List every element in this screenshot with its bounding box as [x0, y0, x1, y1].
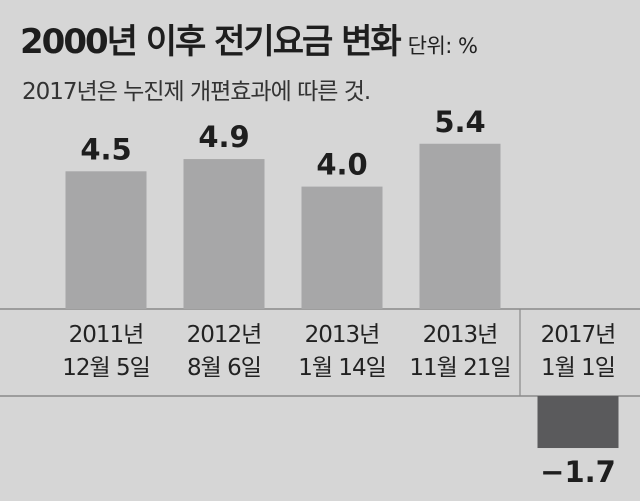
- bar-3: [301, 186, 383, 309]
- category-label-2-line-1: 2012년: [187, 322, 262, 348]
- category-label-5-line-2: 1월 1일: [541, 355, 615, 381]
- bar-2: [183, 159, 265, 309]
- category-label-4-line-2: 11월 21일: [409, 355, 510, 381]
- category-label-1-line-1: 2011년: [69, 322, 144, 348]
- value-label-3: 4.0: [316, 148, 367, 182]
- bar-5: [537, 396, 619, 449]
- bar-1: [65, 171, 147, 309]
- title-row: 2000년 이후 전기요금 변화 단위: %: [20, 14, 478, 63]
- category-label-2-line-2: 8월 6일: [187, 355, 261, 381]
- value-label-4: 5.4: [434, 105, 485, 139]
- chart-title: 2000년 이후 전기요금 변화: [20, 22, 402, 62]
- category-label-3-line-2: 1월 14일: [298, 355, 386, 381]
- category-label-4-line-1: 2013년: [423, 322, 498, 348]
- category-label-1-line-2: 12월 5일: [62, 355, 150, 381]
- unit-label: 단위: %: [407, 34, 478, 58]
- category-label-5-line-1: 2017년: [541, 322, 616, 348]
- category-label-3-line-1: 2013년: [305, 322, 380, 348]
- value-label-2: 4.9: [198, 120, 249, 154]
- bar-4: [419, 143, 501, 309]
- value-label-5: −1.7: [540, 455, 616, 489]
- chart-subtitle: 2017년은 누진제 개편효과에 따른 것.: [22, 79, 371, 105]
- value-label-1: 4.5: [80, 132, 131, 166]
